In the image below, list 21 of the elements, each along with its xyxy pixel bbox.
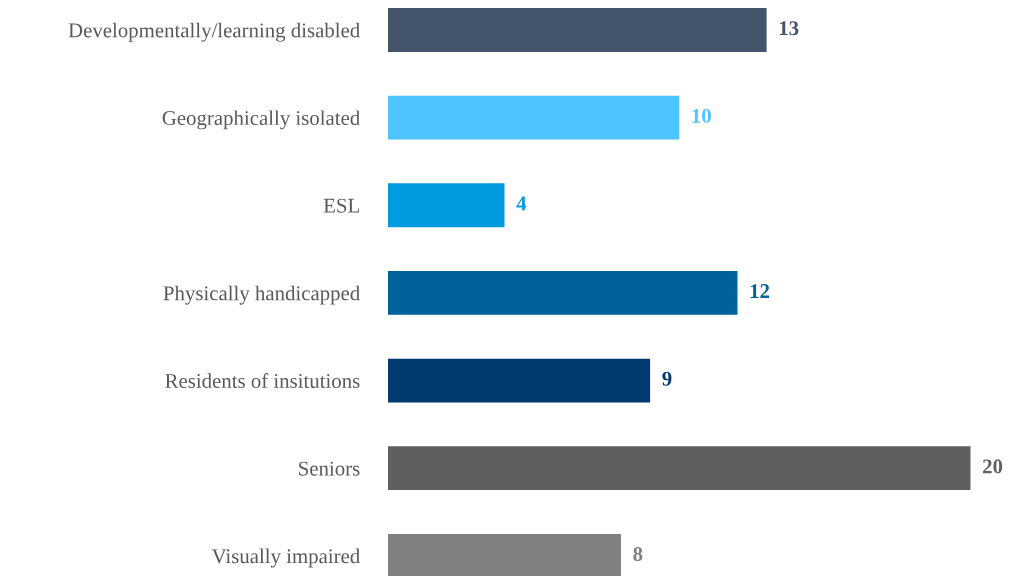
y-tick-label: Developmentally/learning disabled [68,22,360,42]
bar [388,358,651,403]
y-tick-label: Geographically isolated [162,110,360,130]
data-label: 9 [662,371,672,386]
data-label: 4 [516,196,527,211]
data-label: 10 [692,108,711,123]
y-tick-label: Physically handicapped [163,285,360,305]
bar [388,95,680,140]
bar [388,446,971,491]
data-label: 12 [750,284,770,298]
data-label: 8 [633,547,643,562]
y-tick-label: Visually impaired [211,548,360,568]
bar [388,271,738,315]
bar [388,8,767,52]
data-label: 13 [779,21,799,36]
y-tick-label: ESL [323,198,359,213]
bar [388,533,621,576]
data-label: 20 [983,459,1003,474]
bar [388,183,505,228]
y-tick-label: Residents of insitutions [165,373,360,388]
y-tick-label: Seniors [299,461,360,476]
